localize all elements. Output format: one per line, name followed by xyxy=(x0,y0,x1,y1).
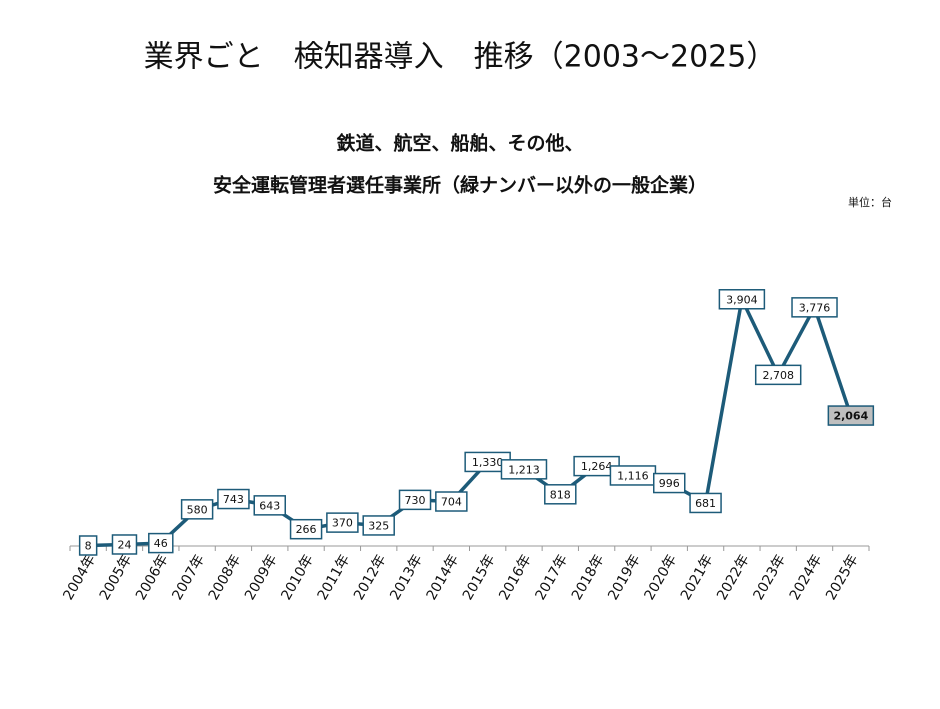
value-label-box xyxy=(500,459,548,480)
value-label-box xyxy=(253,495,286,516)
value-label-box xyxy=(217,488,250,510)
value-label-box xyxy=(78,535,98,556)
value-label: 580 xyxy=(187,503,208,516)
value-label: 730 xyxy=(405,494,426,507)
value-label-box xyxy=(362,515,395,536)
value-label: 1,330 xyxy=(472,456,504,469)
value-label-box xyxy=(689,492,722,514)
value-label: 2,064 xyxy=(833,410,868,423)
value-label-box xyxy=(180,499,214,520)
value-label-box xyxy=(754,364,802,386)
value-label-box xyxy=(653,472,686,494)
chart-title: 業界ごと 検知器導入 推移（2003～2025） xyxy=(144,40,777,75)
value-label: 681 xyxy=(695,497,716,510)
unit-label: 単位：台 xyxy=(848,195,892,209)
value-label: 743 xyxy=(223,493,244,506)
value-label-box xyxy=(111,534,138,555)
value-label: 3,904 xyxy=(726,293,758,306)
value-label: 3,776 xyxy=(799,301,831,314)
value-label: 370 xyxy=(332,517,353,530)
subtitle: 安全運転管理者選任事業所（緑ナンバー以外の一般企業） xyxy=(213,174,707,197)
subtitle: 鉄道、航空、船舶、その他、 xyxy=(336,132,583,155)
value-label: 2,708 xyxy=(762,369,794,382)
value-label: 996 xyxy=(659,477,680,490)
value-label-box xyxy=(791,297,838,318)
value-label-box xyxy=(398,489,432,511)
value-label: 704 xyxy=(441,496,462,509)
value-label: 1,116 xyxy=(617,469,649,482)
value-label: 24 xyxy=(117,538,131,551)
value-label: 325 xyxy=(368,519,389,532)
value-label-box xyxy=(544,484,577,505)
value-label: 1,264 xyxy=(581,460,613,473)
data-line xyxy=(88,297,853,548)
value-label: 643 xyxy=(259,499,280,512)
value-label: 818 xyxy=(550,488,571,501)
value-label-box xyxy=(148,532,174,554)
value-label: 1,213 xyxy=(508,463,540,476)
value-label-box xyxy=(289,518,323,540)
value-label: 46 xyxy=(154,537,168,550)
value-label-box xyxy=(435,491,468,512)
value-label: 8 xyxy=(85,539,92,552)
value-label-box xyxy=(827,405,875,426)
value-label-box xyxy=(718,289,766,310)
value-label-box xyxy=(326,512,359,533)
value-label: 266 xyxy=(296,523,317,536)
